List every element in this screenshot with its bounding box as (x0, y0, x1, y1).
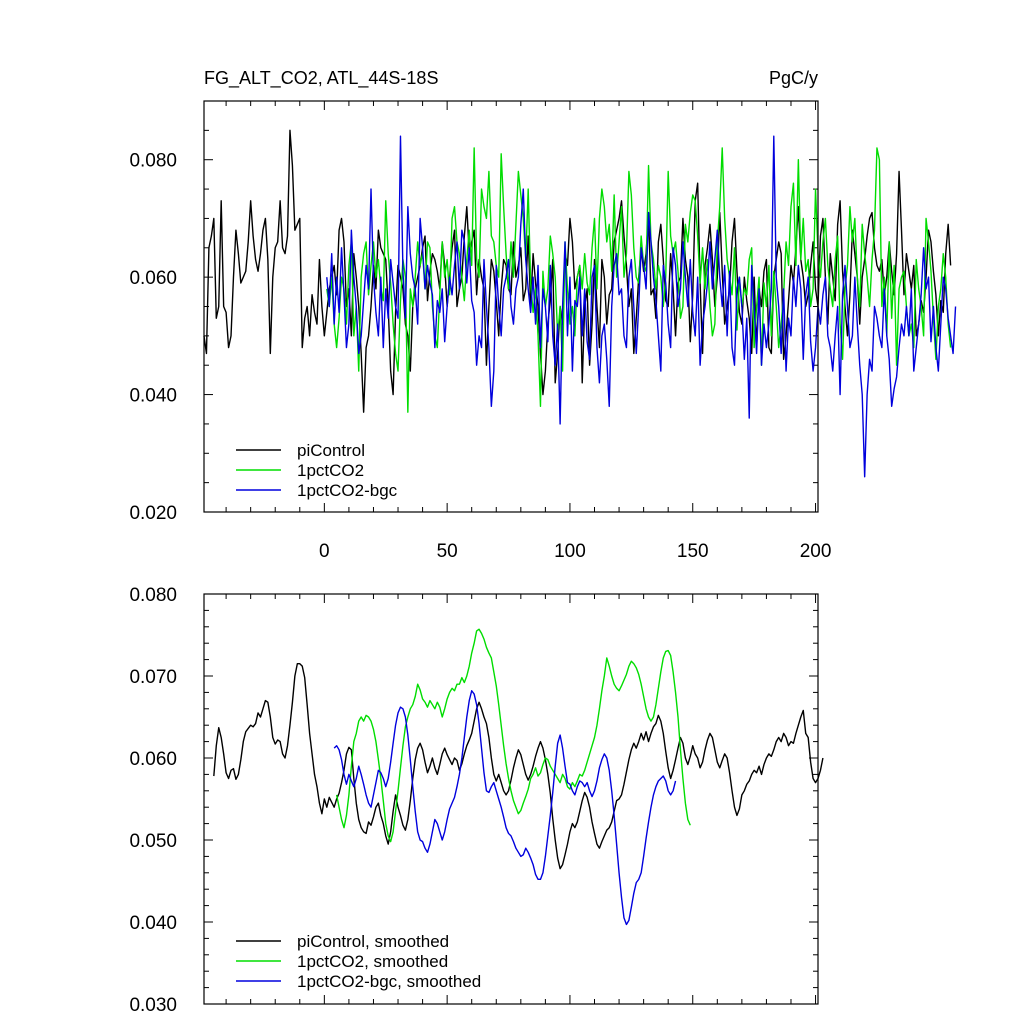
series-line-1pctco2-bgc-smoothed (333, 690, 677, 926)
y-tick-label: 0.080 (129, 151, 177, 172)
bottom-panel: 0.030 0.040 0.050 0.060 0.070 0.080 piControl… (129, 585, 824, 1016)
series-line-1pctco2-bgc (326, 135, 957, 478)
bottom-panel-series (213, 628, 824, 926)
series-line-1pctco2-smoothed (335, 628, 691, 843)
legend-label: 1pctCO2-bgc, smoothed (297, 972, 481, 991)
x-tick-label: 0 (319, 541, 330, 562)
bottom-panel-y-tick-labels: 0.030 0.040 0.050 0.060 0.070 0.080 (129, 585, 177, 1016)
series-line-1pctco2 (326, 147, 952, 413)
bottom-panel-frame (203, 593, 819, 1005)
top-panel-units: PgC/y (769, 68, 818, 88)
y-tick-label: 0.040 (129, 386, 177, 407)
legend-label: 1pctCO2, smoothed (297, 952, 448, 971)
y-tick-label: 0.050 (129, 831, 177, 852)
top-panel: FG_ALT_CO2, ATL_44S-18S PgC/y 0.020 0.040… (129, 68, 957, 562)
top-panel-y-tick-labels: 0.020 0.040 0.060 0.080 (129, 151, 177, 524)
x-tick-label: 150 (677, 541, 709, 562)
y-tick-label: 0.080 (129, 585, 177, 606)
top-panel-series (203, 129, 957, 478)
top-panel-frame (203, 100, 819, 513)
x-tick-label: 50 (437, 541, 458, 562)
series-line-picontrol-smoothed (213, 663, 824, 870)
y-tick-label: 0.030 (129, 995, 177, 1016)
legend-label: piControl (297, 441, 365, 460)
legend-label: 1pctCO2 (297, 461, 364, 480)
y-tick-label: 0.040 (129, 913, 177, 934)
top-panel-title: FG_ALT_CO2, ATL_44S-18S (204, 68, 438, 89)
y-tick-label: 0.060 (129, 749, 177, 770)
x-tick-label: 100 (554, 541, 586, 562)
x-tick-label: 200 (800, 541, 832, 562)
top-panel-x-tick-labels: 0 50 100 150 200 (319, 541, 831, 562)
legend-label: piControl, smoothed (297, 932, 449, 951)
y-tick-label: 0.070 (129, 667, 177, 688)
y-tick-label: 0.020 (129, 503, 177, 524)
y-tick-label: 0.060 (129, 268, 177, 289)
legend-label: 1pctCO2-bgc (297, 481, 398, 500)
